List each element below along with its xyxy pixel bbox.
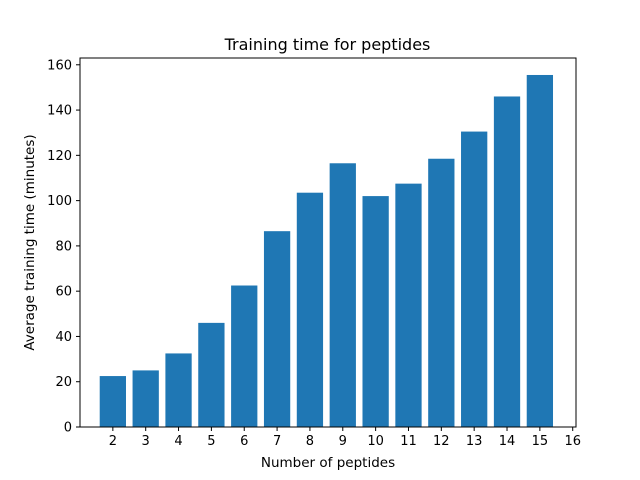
y-tick-label-40: 40 bbox=[55, 330, 72, 345]
x-tick-label-16: 16 bbox=[564, 434, 581, 449]
chart-title: Training time for peptides bbox=[224, 35, 431, 54]
bar-14 bbox=[493, 96, 521, 427]
y-tick-label-100: 100 bbox=[47, 194, 72, 209]
bar-11 bbox=[395, 183, 422, 427]
x-tick-label-13: 13 bbox=[466, 434, 483, 449]
x-tick-label-15: 15 bbox=[532, 434, 549, 449]
y-tick-label-140: 140 bbox=[47, 104, 72, 119]
plot-frame bbox=[79, 57, 577, 428]
x-tick-label-12: 12 bbox=[433, 434, 450, 449]
x-tick-label-14: 14 bbox=[499, 434, 516, 449]
x-axis: 2 3 4 5 6 7 8 9 10 11 12 13 14 15 16 bbox=[109, 427, 581, 449]
x-tick-label-4: 4 bbox=[174, 434, 182, 449]
y-tick-label-20: 20 bbox=[55, 375, 72, 390]
y-tick-label-60: 60 bbox=[55, 285, 72, 300]
x-tick-label-3: 3 bbox=[142, 434, 150, 449]
x-axis-label: Number of peptides bbox=[261, 455, 395, 471]
x-tick-label-2: 2 bbox=[109, 434, 117, 449]
bar-4 bbox=[165, 353, 192, 427]
bar-12 bbox=[428, 158, 455, 428]
bar-2 bbox=[99, 376, 126, 427]
x-tick-label-6: 6 bbox=[240, 434, 248, 449]
x-tick-label-10: 10 bbox=[367, 434, 384, 449]
bar-13 bbox=[461, 131, 488, 427]
x-tick-label-7: 7 bbox=[273, 434, 281, 449]
y-axis-label: Average training time (minutes) bbox=[22, 134, 38, 350]
x-tick-label-9: 9 bbox=[339, 434, 347, 449]
y-tick-label-80: 80 bbox=[55, 239, 72, 254]
x-tick-label-5: 5 bbox=[207, 434, 215, 449]
x-tick-label-8: 8 bbox=[306, 434, 314, 449]
y-tick-label-120: 120 bbox=[47, 149, 72, 164]
bar-8 bbox=[296, 192, 324, 427]
y-tick-label-0: 0 bbox=[64, 421, 72, 436]
bar-9 bbox=[329, 163, 356, 427]
bar-7 bbox=[263, 231, 291, 427]
y-axis: 0 20 40 60 80 100 120 140 160 bbox=[47, 58, 80, 436]
x-tick-label-11: 11 bbox=[400, 434, 417, 449]
bar-15 bbox=[526, 74, 554, 427]
bar-10 bbox=[362, 196, 389, 427]
y-tick-label-160: 160 bbox=[47, 58, 72, 73]
bar-5 bbox=[198, 322, 225, 427]
bar-3 bbox=[132, 370, 159, 427]
bar-6 bbox=[231, 285, 258, 427]
bars-group bbox=[99, 74, 554, 428]
